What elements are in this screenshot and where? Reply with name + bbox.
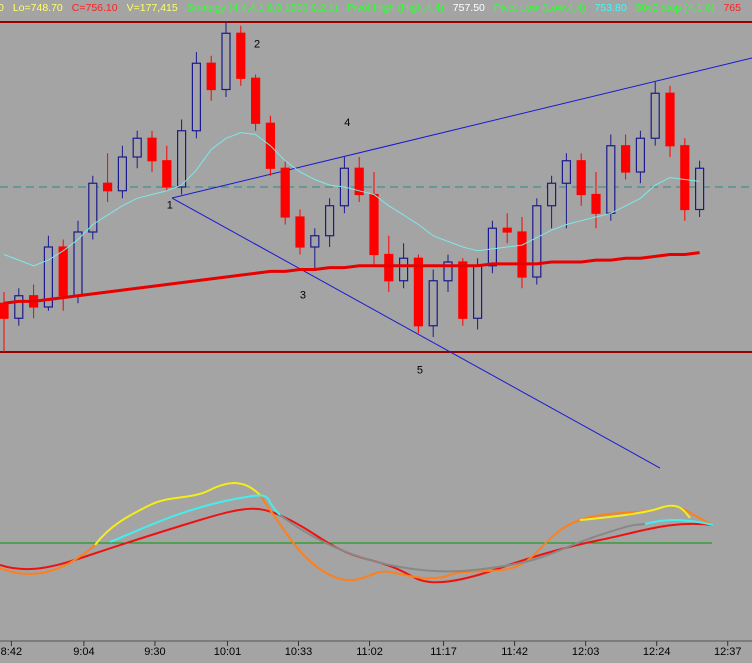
annotation: 2 xyxy=(254,38,260,50)
header-item: 765 xyxy=(723,2,741,14)
candle-body xyxy=(399,257,409,282)
candle-body xyxy=(650,92,660,139)
x-tick-label: 11:42 xyxy=(501,646,528,658)
candle-body xyxy=(473,265,483,319)
candle-body xyxy=(517,231,527,278)
candle-body xyxy=(561,160,572,184)
x-tick-label: 11:02 xyxy=(356,646,383,658)
candle-body xyxy=(695,167,705,211)
x-tick-label: 12:03 xyxy=(572,646,600,658)
header: 0 Lo=748.70 C=756.10 V=177,415 Strategy (4,4… xyxy=(0,2,741,14)
candle-body xyxy=(680,145,690,211)
oscillator-line xyxy=(109,494,281,543)
oscillator-line xyxy=(94,482,261,546)
header-item: V=177,415 xyxy=(127,2,178,14)
header-item: 753.80 xyxy=(595,2,627,14)
oscillator-line xyxy=(279,514,646,573)
candle-body xyxy=(502,227,512,233)
candle-body xyxy=(487,227,498,267)
header-item: Pivot Low (Low,4,4) xyxy=(494,2,586,14)
header-item: Lo=748.70 xyxy=(13,2,63,14)
candle-body xyxy=(206,62,216,91)
candle-body xyxy=(532,205,542,278)
oscillator-line xyxy=(579,504,691,521)
candle-body xyxy=(221,32,231,91)
candle-body xyxy=(635,137,646,173)
trend-line xyxy=(171,197,661,469)
candle-body xyxy=(88,182,98,233)
candle-body xyxy=(191,62,201,132)
candle-body xyxy=(147,137,157,162)
candle-body xyxy=(413,257,424,327)
header-item: 757.50 xyxy=(453,2,485,14)
candle-body xyxy=(384,253,394,282)
candle-body xyxy=(576,160,586,196)
candle-body xyxy=(354,167,364,196)
x-tick-label: 12:24 xyxy=(643,646,671,658)
candle-body xyxy=(0,302,9,319)
x-tick-label: 10:01 xyxy=(214,646,242,658)
candle-body xyxy=(369,193,379,256)
candle-body xyxy=(58,246,68,297)
candle-body xyxy=(14,295,24,319)
header-item: Pivot High (High,4,4) xyxy=(347,2,444,14)
candle-body xyxy=(176,130,187,188)
candle-body xyxy=(251,77,261,124)
x-tick-label: 12:37 xyxy=(714,646,742,658)
candle-body xyxy=(665,92,675,147)
candle-body xyxy=(162,160,172,188)
annotation: 4 xyxy=(344,117,350,129)
candle-body xyxy=(606,145,616,214)
annotation: 5 xyxy=(417,365,423,377)
x-tick-label: 9:04 xyxy=(73,646,94,658)
candle-body xyxy=(458,261,468,319)
candle-body xyxy=(280,167,290,218)
candle-body xyxy=(547,182,557,207)
moving-average xyxy=(3,251,700,305)
moving-average xyxy=(3,132,700,267)
candle-body xyxy=(325,205,335,237)
oscillator xyxy=(0,482,714,584)
oscillator-line xyxy=(0,507,714,584)
candle-body xyxy=(117,156,127,192)
header-item: C=756.10 xyxy=(72,2,118,14)
header-item: 0 xyxy=(0,2,4,14)
oscillator-line xyxy=(644,518,714,526)
candle-body xyxy=(621,145,631,173)
candle-body xyxy=(310,235,320,248)
header-item: Strategy (4,4,4,1.6,0,1800,0,2,1) xyxy=(187,2,338,14)
candle-body xyxy=(443,261,453,282)
x-tick-label: 8:42 xyxy=(1,646,22,658)
candle-body xyxy=(43,246,53,308)
candle-body xyxy=(236,32,246,79)
candle-body xyxy=(591,193,601,214)
x-tick-label: 11:17 xyxy=(430,646,457,658)
candle-body xyxy=(102,182,113,192)
candle-body xyxy=(428,280,438,327)
annotation: 1 xyxy=(167,200,173,212)
candle-body xyxy=(132,137,142,158)
annotation: 3 xyxy=(300,290,306,302)
candle-body xyxy=(295,216,305,248)
header-item: 50v2 stop (4,1,6) xyxy=(636,2,715,14)
trend-line xyxy=(171,57,752,199)
x-tick-label: 10:33 xyxy=(285,646,313,658)
x-tick-label: 9:30 xyxy=(144,646,165,658)
